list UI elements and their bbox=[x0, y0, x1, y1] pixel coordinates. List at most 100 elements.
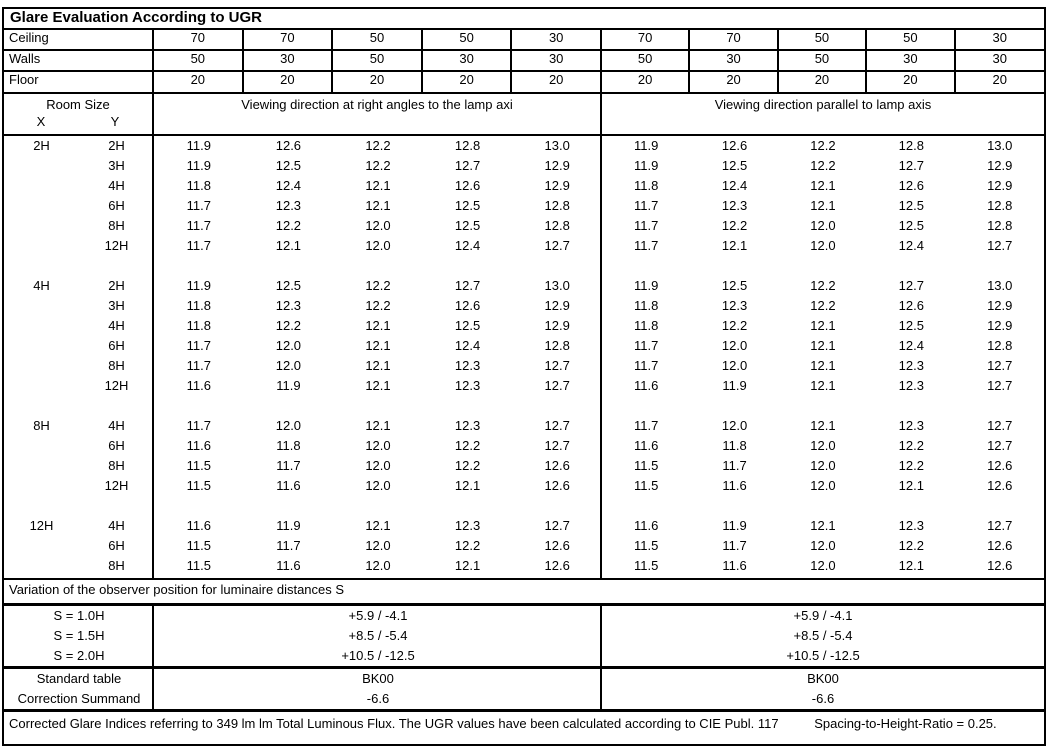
ugr-value: 12.5 bbox=[721, 278, 748, 293]
ugr-value: 12.7 bbox=[544, 238, 570, 253]
right-group-header: Viewing direction parallel to lamp axis bbox=[714, 97, 932, 112]
ugr-value: 11.6 bbox=[186, 438, 211, 453]
room-y-value: 8H bbox=[108, 218, 125, 233]
ugr-value: 12.6 bbox=[987, 458, 1013, 473]
ugr-value: 12.1 bbox=[810, 318, 836, 333]
variation-row: S = 1.0H +5.9 / -4.1 +5.9 / -4.1 bbox=[4, 606, 1044, 626]
room-y-value: 12H bbox=[104, 238, 129, 253]
ugr-value: 12.2 bbox=[898, 538, 924, 553]
ugr-value: 12.2 bbox=[454, 438, 481, 453]
surface-value: 50 bbox=[602, 51, 691, 70]
room-y-value: 6H bbox=[108, 198, 125, 213]
room-y-value: 8H bbox=[108, 458, 125, 473]
ugr-value: 12.5 bbox=[898, 218, 924, 233]
ugr-value: 11.6 bbox=[722, 478, 747, 493]
surface-value: 30 bbox=[867, 51, 956, 70]
ugr-value: 12.3 bbox=[275, 298, 302, 313]
ugr-value: 12.6 bbox=[898, 178, 924, 193]
ugr-value: 12.5 bbox=[898, 318, 924, 333]
surface-value: 20 bbox=[992, 72, 1007, 87]
room-y-value: 12H bbox=[104, 478, 129, 493]
ugr-value: 12.9 bbox=[987, 178, 1013, 193]
surface-value: 30 bbox=[512, 30, 602, 49]
ugr-value: 12.1 bbox=[365, 418, 391, 433]
variation-value-left: +10.5 / -12.5 bbox=[341, 648, 415, 663]
ugr-value: 12.0 bbox=[721, 418, 748, 433]
room-x-value bbox=[4, 376, 79, 396]
room-size-header: Room Size X Y bbox=[4, 94, 154, 134]
ugr-data-row: 12H 11.7 12.1 12.0 12.4 12.7 11.7 12.1 12.0 12.4 1… bbox=[4, 236, 1044, 256]
footer-note-main: Corrected Glare Indices referring to 349… bbox=[9, 716, 779, 731]
surface-value: 20 bbox=[154, 72, 244, 92]
ugr-value: 12.1 bbox=[365, 338, 391, 353]
ugr-value: 12.1 bbox=[810, 378, 836, 393]
ugr-value: 11.5 bbox=[633, 458, 659, 473]
ugr-value: 13.0 bbox=[544, 138, 570, 153]
ugr-value: 11.5 bbox=[186, 558, 211, 573]
ugr-value: 12.5 bbox=[275, 158, 302, 173]
variation-value-right: +10.5 / -12.5 bbox=[786, 648, 860, 663]
room-x-value: 8H bbox=[33, 418, 50, 433]
ugr-data-row: 6H 11.6 11.8 12.0 12.2 12.7 11.6 11.8 12.0 12.2 12… bbox=[4, 436, 1044, 456]
ugr-value: 12.2 bbox=[721, 218, 748, 233]
room-x-value bbox=[4, 436, 79, 456]
ugr-value: 12.6 bbox=[544, 558, 570, 573]
ugr-value: 12.1 bbox=[898, 558, 924, 573]
ugr-value: 12.7 bbox=[898, 278, 924, 293]
ugr-value: 13.0 bbox=[544, 278, 570, 293]
ugr-data-row: 3H 11.8 12.3 12.2 12.6 12.9 11.8 12.3 12.2 12.6 12… bbox=[4, 296, 1044, 316]
room-y-value: 6H bbox=[108, 538, 125, 553]
ugr-value: 12.9 bbox=[987, 158, 1013, 173]
surface-value: 30 bbox=[992, 30, 1007, 45]
room-x-value bbox=[4, 476, 79, 496]
column-divider bbox=[152, 606, 154, 666]
ugr-value: 12.9 bbox=[987, 298, 1013, 313]
ugr-data-row: 2H 2H 11.9 12.6 12.2 12.8 13.0 11.9 12.6 12.2 12.8… bbox=[4, 136, 1044, 156]
ugr-value: 11.7 bbox=[186, 218, 211, 233]
ugr-values-section: 2H 2H 11.9 12.6 12.2 12.8 13.0 11.9 12.6 12.2 12.8… bbox=[4, 136, 1044, 580]
surface-value: 70 bbox=[602, 30, 691, 49]
ugr-value: 12.2 bbox=[898, 458, 924, 473]
room-x-value bbox=[4, 316, 79, 336]
ugr-value: 11.5 bbox=[186, 478, 211, 493]
footer-spacing-ratio: Spacing-to-Height-Ratio = 0.25. bbox=[814, 716, 997, 731]
ugr-value: 12.2 bbox=[810, 158, 836, 173]
s-distance-label: S = 1.5H bbox=[53, 628, 105, 643]
summary-row: Standard table BK00 BK00 bbox=[4, 669, 1044, 689]
surface-value: 30 bbox=[423, 51, 513, 70]
room-y-value: 6H bbox=[108, 438, 125, 453]
xy-axis-labels: X Y bbox=[4, 113, 152, 130]
ugr-value: 12.0 bbox=[365, 538, 391, 553]
surface-label: Floor bbox=[4, 72, 154, 92]
ugr-value: 12.0 bbox=[810, 558, 836, 573]
ugr-value: 12.3 bbox=[898, 378, 924, 393]
ugr-value: 11.5 bbox=[186, 458, 211, 473]
ugr-value: 12.2 bbox=[721, 318, 748, 333]
ugr-value: 12.2 bbox=[275, 218, 302, 233]
ugr-value: 12.8 bbox=[987, 338, 1013, 353]
ugr-value: 12.7 bbox=[454, 278, 481, 293]
ugr-value: 12.7 bbox=[898, 158, 924, 173]
ugr-value: 12.7 bbox=[544, 378, 570, 393]
ugr-value: 13.0 bbox=[987, 138, 1013, 153]
ugr-value: 12.9 bbox=[544, 298, 570, 313]
ugr-value: 12.9 bbox=[544, 318, 570, 333]
ugr-value: 12.8 bbox=[544, 218, 570, 233]
ugr-data-row: 4H 11.8 12.4 12.1 12.6 12.9 11.8 12.4 12.1 12.6 12… bbox=[4, 176, 1044, 196]
room-y-value: 3H bbox=[108, 298, 125, 313]
ugr-value: 12.0 bbox=[810, 478, 836, 493]
ugr-value: 11.9 bbox=[633, 278, 659, 293]
surface-value: 70 bbox=[690, 30, 779, 49]
ugr-value: 12.4 bbox=[454, 238, 481, 253]
ugr-value: 11.7 bbox=[633, 198, 659, 213]
surface-value: 30 bbox=[244, 51, 334, 70]
variation-row: S = 2.0H +10.5 / -12.5 +10.5 / -12.5 bbox=[4, 646, 1044, 666]
ugr-value: 12.2 bbox=[810, 278, 836, 293]
ugr-value: 11.6 bbox=[186, 518, 211, 533]
ugr-value: 11.8 bbox=[633, 298, 659, 313]
ugr-value: 12.2 bbox=[810, 138, 836, 153]
ugr-value: 12.2 bbox=[454, 458, 481, 473]
ugr-value: 11.9 bbox=[276, 378, 301, 393]
ugr-value: 12.1 bbox=[898, 478, 924, 493]
